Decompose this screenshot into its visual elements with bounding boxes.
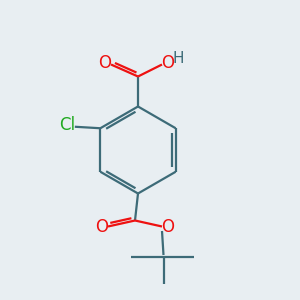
Text: H: H [173,51,184,66]
Text: O: O [95,218,108,236]
Text: O: O [98,54,111,72]
Text: O: O [161,54,175,72]
Text: Cl: Cl [59,116,75,134]
Text: O: O [161,218,175,236]
